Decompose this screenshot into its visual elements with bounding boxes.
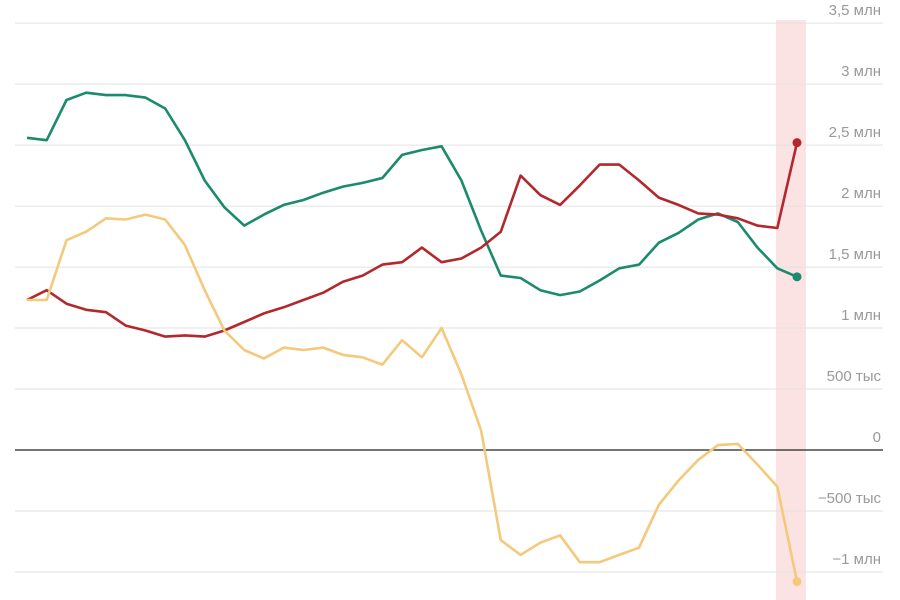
y-tick-label: 2 млн bbox=[841, 185, 881, 202]
series-line bbox=[26, 142, 799, 338]
y-tick-label: 500 тыс bbox=[827, 368, 882, 385]
y-tick-label: −1 млн bbox=[832, 551, 881, 568]
y-tick-label: 3,5 млн bbox=[829, 2, 881, 19]
y-tick-label: 2,5 млн bbox=[829, 124, 881, 141]
end-dot bbox=[792, 138, 802, 148]
end-dot bbox=[792, 272, 802, 282]
y-tick-label: 3 млн bbox=[841, 63, 881, 80]
series-line bbox=[27, 213, 799, 582]
y-tick-label: 1,5 млн bbox=[829, 246, 881, 263]
end-dot bbox=[792, 577, 802, 587]
highlight-band bbox=[776, 20, 806, 600]
y-tick-label: −500 тыс bbox=[818, 490, 882, 507]
y-tick-label: 1 млн bbox=[841, 307, 881, 324]
series-line bbox=[26, 91, 798, 297]
y-tick-label: 0 bbox=[873, 429, 881, 446]
